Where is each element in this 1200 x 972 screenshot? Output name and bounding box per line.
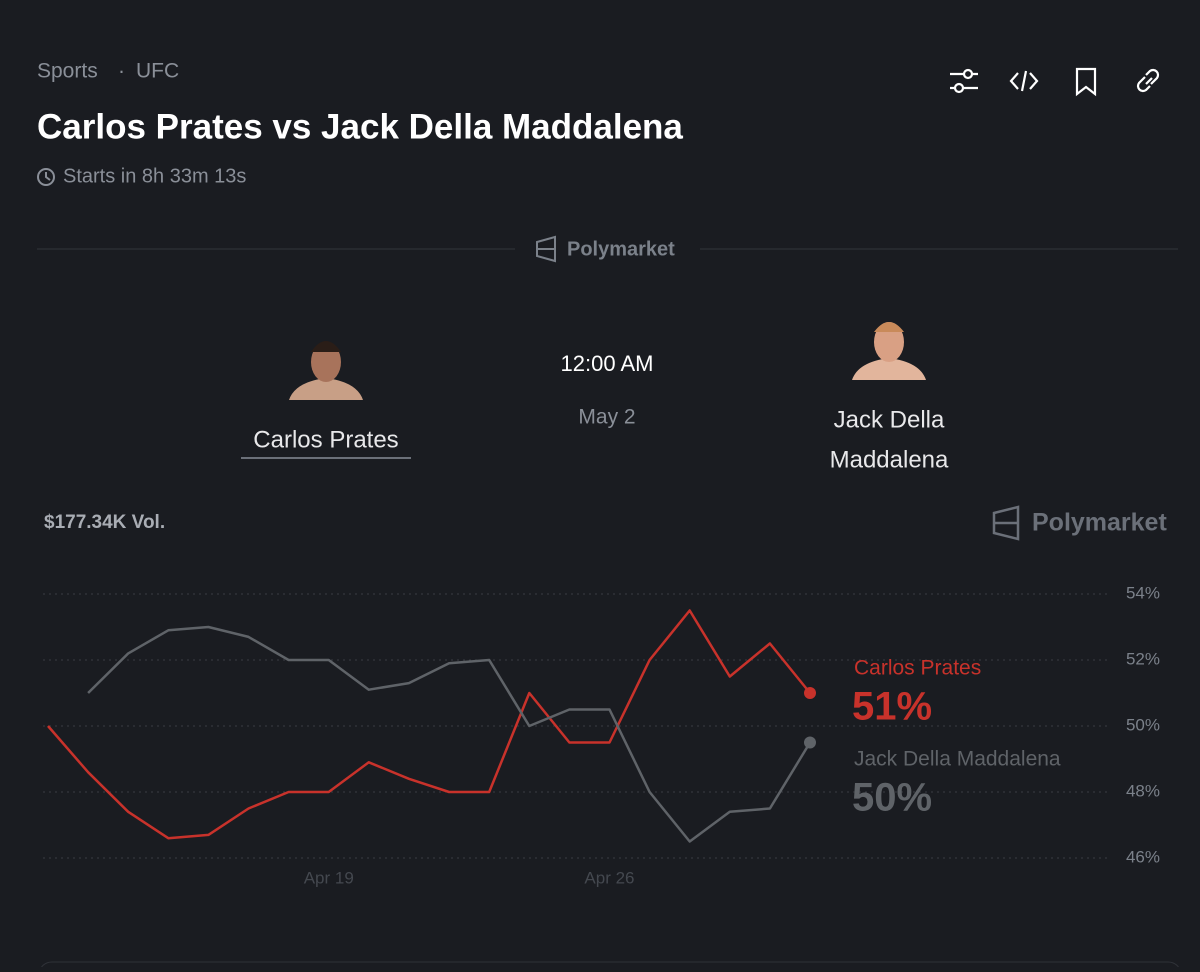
clock-hands <box>45 172 51 181</box>
value-label: 50% <box>852 776 932 820</box>
title: Carlos Prates vs Jack Della Maddalena <box>37 107 683 146</box>
match-date: May 2 <box>578 406 635 429</box>
y-tick-label: 46% <box>1126 847 1160 866</box>
breadcrumb-dot: · <box>118 60 125 83</box>
link-icon[interactable] <box>1136 68 1160 93</box>
match-time: 12:00 AM <box>561 351 654 376</box>
source: Polymarket <box>1032 509 1167 537</box>
volume: $177.34K Vol. <box>44 512 165 533</box>
x-tick-label: Apr 19 <box>304 868 354 887</box>
legend-name: Jack Della Maddalena <box>854 748 1061 771</box>
y-tick-label: 54% <box>1126 583 1160 602</box>
value-label: 51% <box>852 685 932 729</box>
card-edge <box>39 961 1181 972</box>
source: Polymarket <box>567 238 675 260</box>
breadcrumb: Sports <box>37 60 98 83</box>
y-tick-label: 50% <box>1126 715 1160 734</box>
y-tick-label: 48% <box>1126 781 1160 800</box>
fighter-b-name: Jack Della <box>834 406 945 433</box>
line <box>47 609 811 840</box>
toolbar <box>950 67 1160 97</box>
end-dot <box>804 736 816 749</box>
settings-icon[interactable] <box>950 68 978 94</box>
fighter-b-name: Maddalena <box>830 446 949 473</box>
x-tick-label: Apr 26 <box>584 868 634 887</box>
polymarket-logo <box>536 235 556 263</box>
clock-icon <box>37 168 55 186</box>
breadcrumb[interactable]: UFC <box>136 60 179 83</box>
end-dot <box>804 687 816 699</box>
line <box>87 625 812 843</box>
bookmark-icon[interactable] <box>1075 67 1097 97</box>
fighter-a-photo <box>289 341 363 400</box>
countdown: Starts in 8h 33m 13s <box>63 165 246 187</box>
legend-name: Carlos Prates <box>854 657 981 680</box>
fighter-a-name[interactable]: Carlos Prates <box>253 426 398 453</box>
polymarket-logo <box>992 505 1020 541</box>
y-tick-label: 52% <box>1126 649 1160 668</box>
fighter-b-photo <box>852 322 926 380</box>
embed-icon[interactable] <box>1009 70 1039 92</box>
